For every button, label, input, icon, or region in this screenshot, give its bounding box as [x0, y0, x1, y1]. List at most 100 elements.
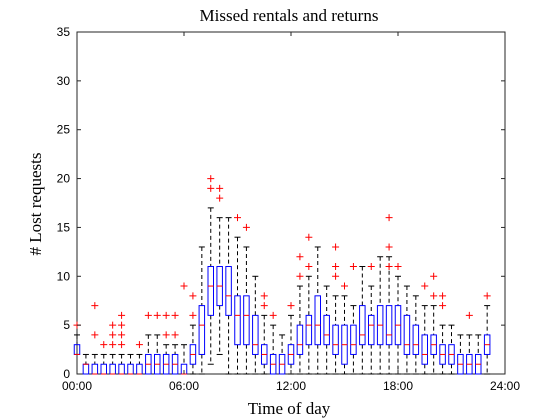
outlier-marker — [287, 302, 295, 310]
outlier-marker — [332, 272, 340, 280]
outlier-marker — [439, 292, 447, 300]
outlier-marker — [234, 214, 241, 222]
box — [359, 305, 366, 346]
box-group — [457, 334, 464, 375]
box-group — [349, 263, 357, 375]
box-group — [403, 285, 411, 375]
outlier-marker — [153, 311, 161, 319]
outlier-marker — [118, 341, 126, 349]
box — [332, 324, 339, 355]
box — [385, 305, 393, 346]
box — [314, 295, 321, 346]
box-group — [483, 292, 491, 375]
box-group — [385, 214, 393, 375]
outlier-marker — [171, 331, 179, 339]
box-group — [341, 282, 348, 375]
box-group — [189, 292, 197, 375]
box-group — [242, 223, 250, 375]
y-tick-label: 35 — [57, 25, 71, 39]
outlier-marker — [135, 341, 143, 349]
box-group — [216, 184, 224, 355]
box-group — [127, 353, 134, 375]
box-group — [234, 214, 241, 375]
outlier-marker — [162, 311, 170, 319]
y-tick-label: 15 — [57, 220, 71, 234]
box-group — [412, 295, 420, 375]
box-group — [430, 272, 438, 375]
box — [243, 295, 250, 346]
outlier-marker — [260, 302, 268, 310]
box-group — [269, 311, 277, 375]
outlier-marker — [216, 184, 224, 192]
box — [207, 266, 214, 316]
outlier-marker — [465, 311, 473, 319]
box-group — [82, 353, 90, 375]
box-group — [448, 324, 455, 375]
outlier-marker — [100, 341, 108, 349]
box-group — [180, 282, 188, 375]
box — [403, 314, 411, 355]
outlier-marker — [296, 253, 304, 261]
box — [252, 314, 259, 355]
box — [421, 334, 428, 365]
box — [368, 314, 375, 346]
box — [305, 314, 313, 346]
box-group — [475, 334, 482, 375]
box-group — [171, 311, 179, 375]
box-group — [260, 292, 268, 375]
box-group — [252, 275, 259, 375]
box-group — [314, 246, 321, 375]
box-group — [100, 341, 108, 375]
outlier-marker — [171, 311, 179, 319]
box-group — [207, 175, 215, 365]
box-group — [421, 282, 429, 375]
box-group — [439, 292, 447, 375]
y-tick-label: 5 — [63, 318, 70, 332]
y-axis-label: # Lost requests — [26, 153, 45, 256]
box-group — [198, 246, 206, 375]
box-group — [323, 285, 330, 375]
outlier-marker — [260, 292, 268, 300]
box — [412, 324, 420, 355]
box — [296, 324, 304, 355]
box — [198, 305, 206, 355]
outlier-marker — [242, 223, 250, 231]
box-group — [153, 311, 161, 375]
y-tick-label: 20 — [57, 172, 71, 186]
box-group — [225, 217, 232, 375]
outlier-marker — [483, 292, 491, 300]
outlier-marker — [430, 292, 438, 300]
box-group — [359, 266, 366, 375]
box — [323, 314, 330, 346]
box-group — [376, 256, 384, 375]
outlier-marker — [394, 263, 402, 271]
outlier-marker — [332, 243, 340, 251]
outlier-marker — [189, 292, 197, 300]
outlier-marker — [180, 282, 188, 290]
box-group — [109, 321, 117, 375]
x-axis-label: Time of day — [248, 399, 331, 418]
box-group — [305, 233, 313, 375]
box-group — [367, 263, 375, 375]
y-axis-ticks: 0 5 10 15 20 25 30 35 — [57, 25, 505, 381]
box-group — [135, 341, 143, 375]
outlier-marker — [349, 263, 357, 271]
box-group — [162, 311, 170, 375]
box-group — [296, 253, 304, 375]
outlier-marker — [118, 331, 126, 339]
outlier-marker — [118, 321, 126, 329]
outlier-marker — [385, 243, 393, 251]
outlier-marker — [189, 311, 197, 319]
boxes-layer — [73, 175, 491, 375]
box-group — [465, 311, 473, 375]
outlier-marker — [421, 282, 429, 290]
x-tick-label: 00:00 — [62, 379, 92, 393]
chart-title: Missed rentals and returns — [200, 6, 379, 25]
box-group — [287, 302, 295, 375]
outlier-marker — [216, 194, 224, 202]
x-tick-label: 06:00 — [169, 379, 199, 393]
outlier-marker — [430, 272, 438, 280]
box-group — [278, 334, 286, 375]
y-tick-label: 25 — [57, 123, 71, 137]
